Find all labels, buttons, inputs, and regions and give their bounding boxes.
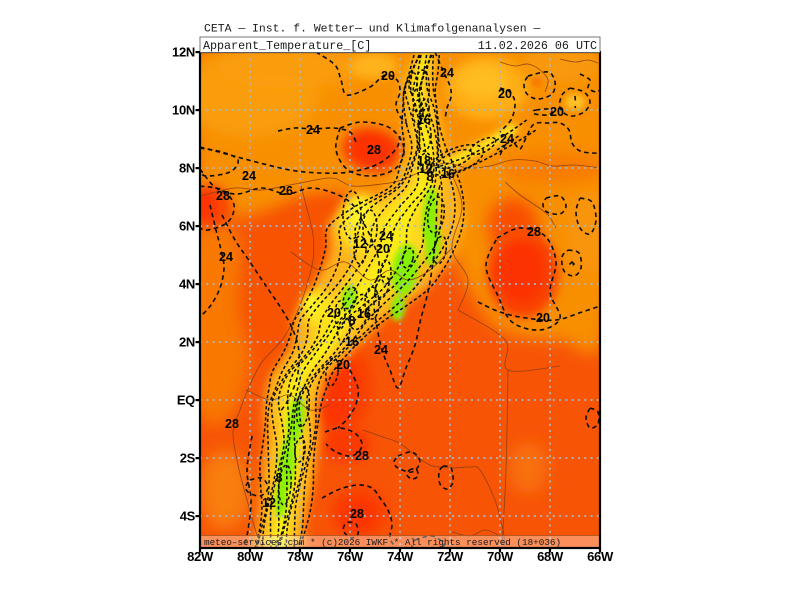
svg-text:78W: 78W xyxy=(287,549,314,564)
svg-text:66W: 66W xyxy=(587,549,614,564)
svg-text:28: 28 xyxy=(350,507,364,521)
svg-text:16: 16 xyxy=(357,307,371,321)
svg-text:8: 8 xyxy=(276,471,283,485)
svg-text:28: 28 xyxy=(216,189,230,203)
svg-text:20: 20 xyxy=(550,105,564,119)
svg-text:70W: 70W xyxy=(487,549,514,564)
svg-text:24: 24 xyxy=(374,343,388,357)
svg-text:20: 20 xyxy=(381,69,395,83)
svg-text:6N: 6N xyxy=(179,219,195,234)
svg-text:2S: 2S xyxy=(180,451,196,466)
svg-text:Apparent_Temperature_[C]: Apparent_Temperature_[C] xyxy=(203,39,371,53)
svg-text:74W: 74W xyxy=(387,549,414,564)
svg-text:28: 28 xyxy=(527,225,541,239)
svg-text:24: 24 xyxy=(242,169,256,183)
svg-text:68W: 68W xyxy=(537,549,564,564)
svg-text:24: 24 xyxy=(440,66,454,80)
svg-text:8N: 8N xyxy=(179,161,195,176)
svg-text:28: 28 xyxy=(367,143,381,157)
svg-text:28: 28 xyxy=(225,417,239,431)
svg-text:8: 8 xyxy=(427,170,434,184)
svg-text:80W: 80W xyxy=(237,549,264,564)
svg-text:meteo–services.com * (c)2026 I: meteo–services.com * (c)2026 IWKF * All … xyxy=(204,537,561,548)
svg-text:76W: 76W xyxy=(337,549,364,564)
svg-text:16: 16 xyxy=(417,113,431,127)
svg-text:11.02.2026 06 UTC: 11.02.2026 06 UTC xyxy=(478,39,597,53)
svg-text:20: 20 xyxy=(336,358,350,372)
svg-text:10N: 10N xyxy=(172,103,195,118)
svg-text:2N: 2N xyxy=(179,335,195,350)
svg-text:12: 12 xyxy=(419,162,433,176)
svg-text:12: 12 xyxy=(353,237,367,251)
svg-text:24: 24 xyxy=(306,123,320,137)
svg-text:12: 12 xyxy=(262,496,276,510)
svg-text:20: 20 xyxy=(376,242,390,256)
svg-text:82W: 82W xyxy=(187,549,214,564)
svg-text:24: 24 xyxy=(219,250,233,264)
svg-text:20: 20 xyxy=(327,306,341,320)
svg-text:8: 8 xyxy=(349,314,356,328)
svg-text:18: 18 xyxy=(417,154,431,168)
svg-text:4N: 4N xyxy=(179,277,195,292)
svg-text:20: 20 xyxy=(498,87,512,101)
svg-text:EQ: EQ xyxy=(177,393,195,408)
svg-text:12N: 12N xyxy=(172,45,195,60)
svg-text:16: 16 xyxy=(441,167,455,181)
svg-text:24: 24 xyxy=(379,229,393,243)
svg-text:26: 26 xyxy=(279,184,293,198)
svg-text:28: 28 xyxy=(355,449,369,463)
svg-text:16: 16 xyxy=(345,335,359,349)
svg-text:4S: 4S xyxy=(180,509,196,524)
svg-text:24: 24 xyxy=(500,132,514,146)
svg-text:CETA — Inst. f. Wetter— und Kl: CETA — Inst. f. Wetter— und Klimafolgena… xyxy=(204,23,540,36)
svg-text:20: 20 xyxy=(536,311,550,325)
svg-text:72W: 72W xyxy=(437,549,464,564)
